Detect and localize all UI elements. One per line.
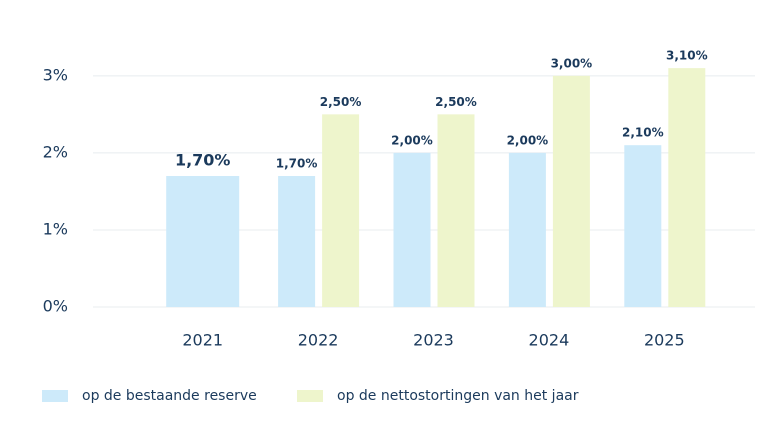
- bar: [552, 75, 590, 307]
- legend-swatch: [42, 390, 68, 402]
- bar: [166, 176, 240, 307]
- legend-swatch: [297, 390, 323, 402]
- bar: [668, 68, 706, 307]
- y-tick-label: 2%: [43, 142, 68, 161]
- value-label: 2,50%: [435, 95, 477, 109]
- bar: [278, 176, 316, 307]
- y-tick-label: 3%: [43, 65, 68, 84]
- value-label: 1,70%: [276, 157, 318, 171]
- x-tick-label: 2022: [298, 331, 339, 350]
- bar: [624, 145, 662, 307]
- y-tick-label: 1%: [43, 219, 68, 238]
- bar: [508, 152, 546, 307]
- value-label: 2,00%: [391, 133, 433, 147]
- x-tick-label: 2023: [413, 331, 454, 350]
- bar: [393, 152, 431, 307]
- bar: [322, 114, 360, 308]
- legend-label: op de nettostortingen van het jaar: [337, 388, 579, 404]
- bar: [437, 114, 475, 308]
- value-label: 2,50%: [320, 95, 362, 109]
- value-label: 1,70%: [175, 151, 231, 170]
- legend-label: op de bestaande reserve: [82, 388, 257, 404]
- y-tick-label: 0%: [43, 297, 68, 316]
- x-tick-label: 2025: [644, 331, 685, 350]
- x-tick-label: 2024: [529, 331, 570, 350]
- value-label: 2,10%: [622, 126, 664, 140]
- x-tick-label: 2021: [182, 331, 223, 350]
- value-label: 2,00%: [507, 133, 549, 147]
- value-label: 3,10%: [666, 49, 708, 63]
- value-label: 3,00%: [551, 56, 593, 70]
